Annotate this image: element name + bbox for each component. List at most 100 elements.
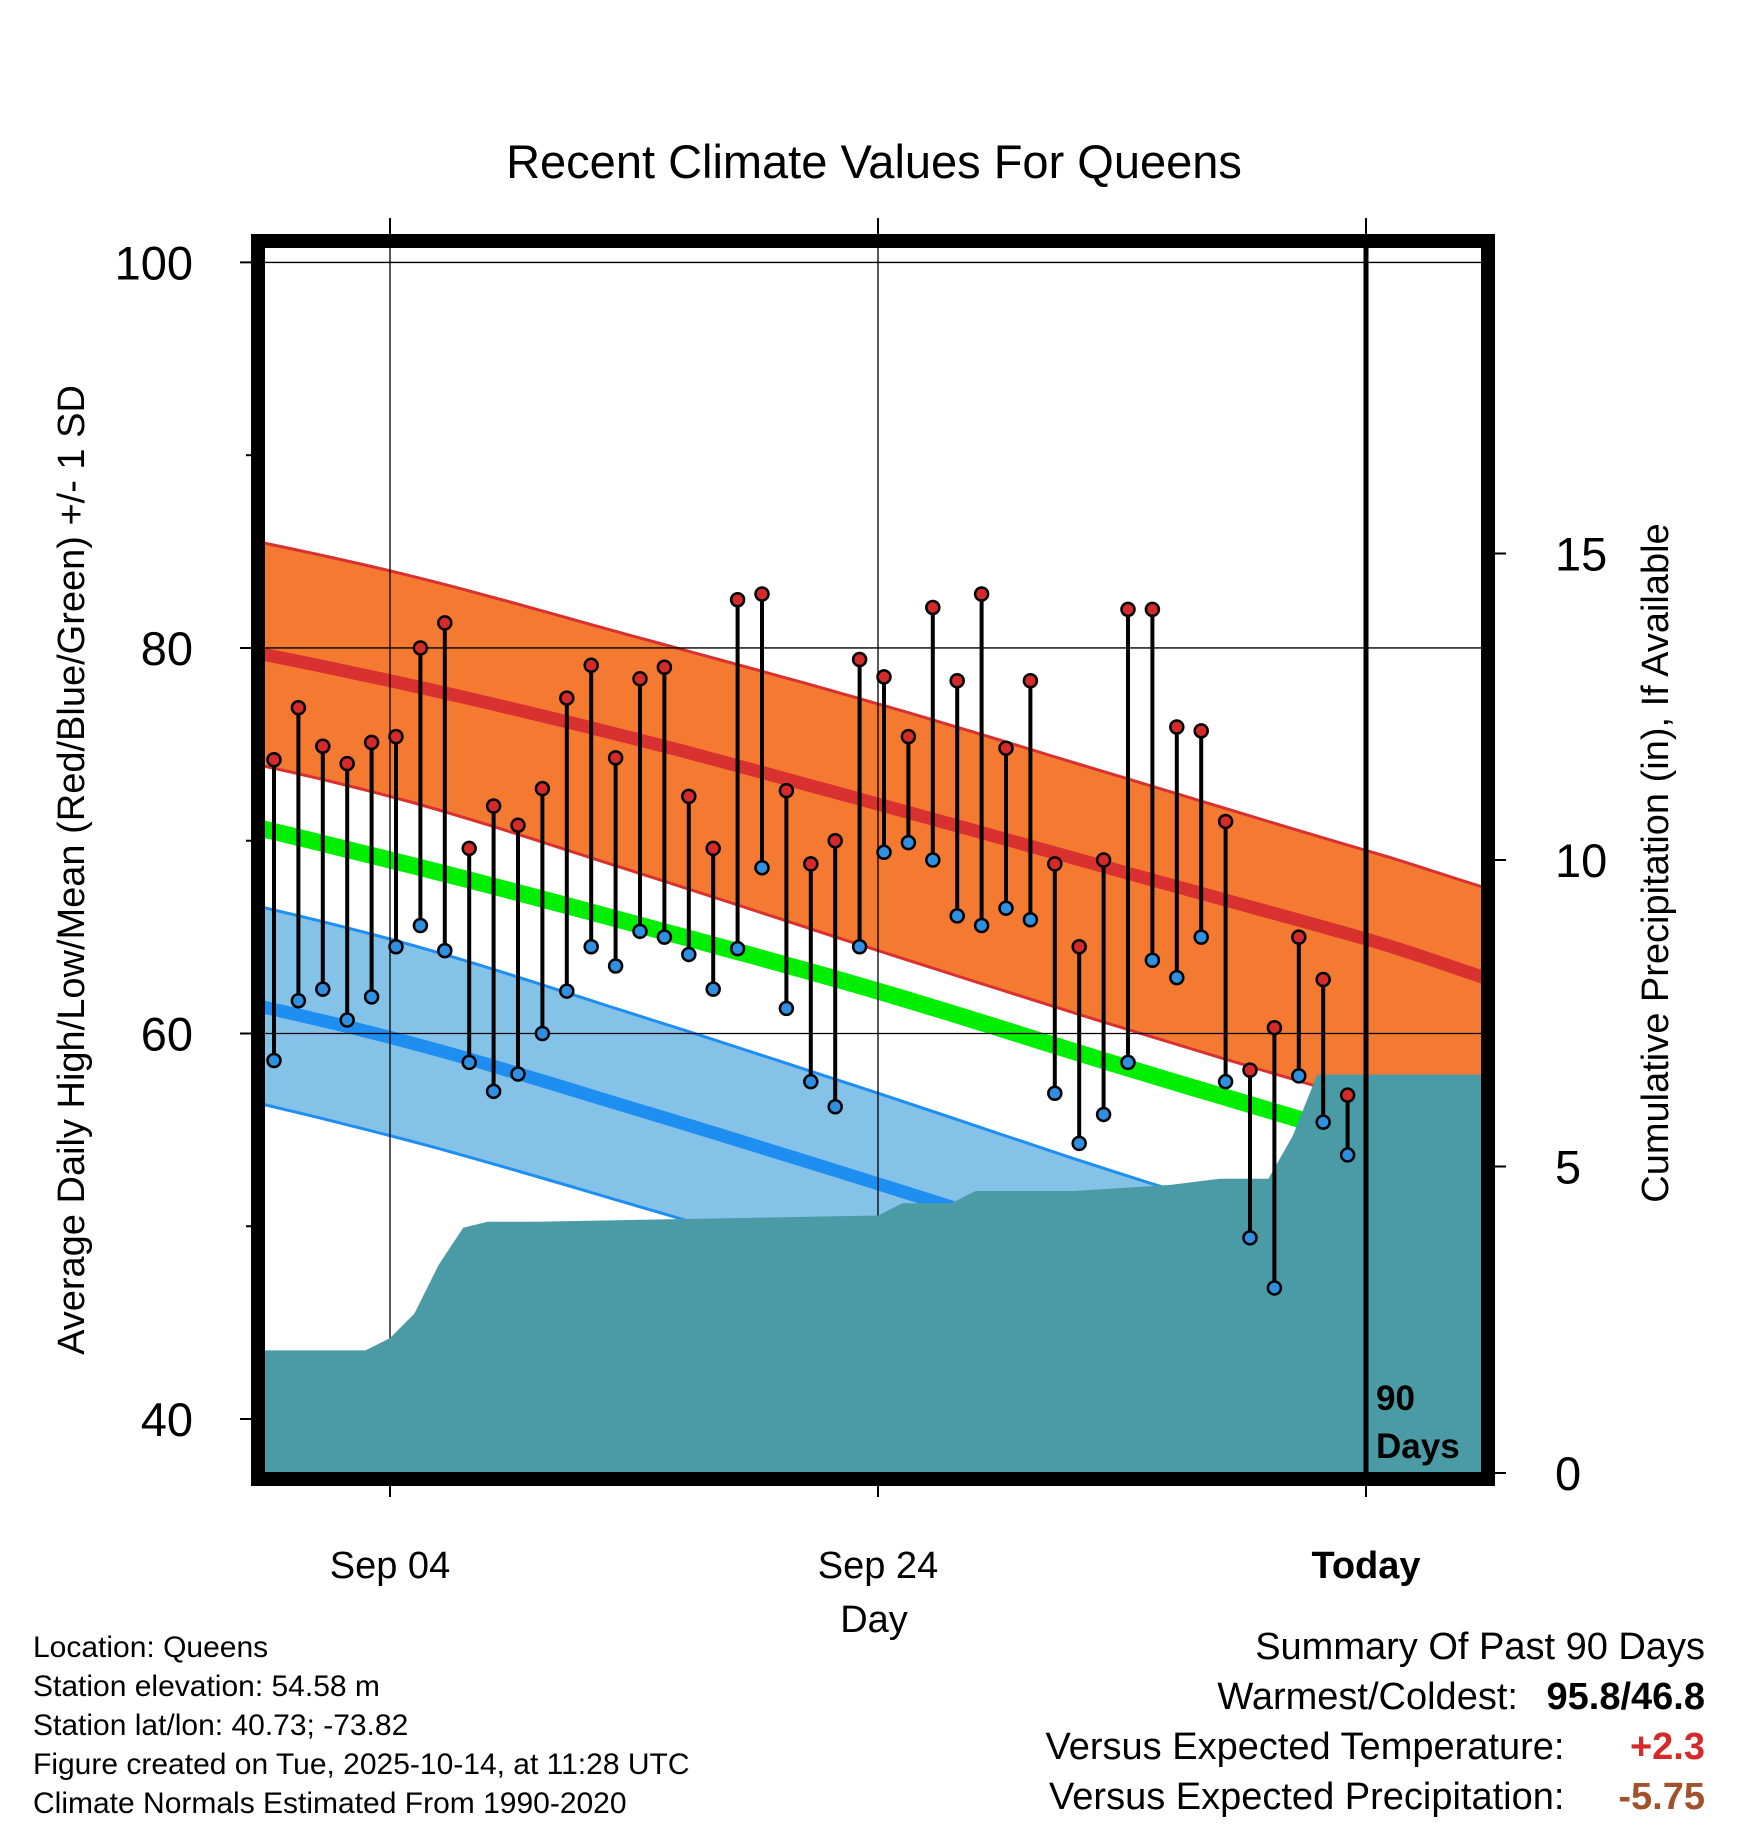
daily-low-point	[559, 983, 575, 999]
y-tick-label: 40	[141, 1393, 193, 1446]
daily-high-point	[973, 586, 990, 602]
daily-low-point	[194, 988, 207, 1001]
daily-low-point	[363, 989, 380, 1005]
daily-high-point	[583, 657, 599, 674]
daily-low-point	[1242, 1230, 1258, 1246]
daily-high-point	[1169, 719, 1185, 735]
daily-low-point	[339, 1012, 355, 1028]
daily-low-point	[219, 971, 232, 984]
station-info: Location: Queens Station elevation: 54.5…	[33, 1628, 853, 1823]
daily-high-point	[681, 788, 697, 805]
daily-low-point	[681, 946, 697, 963]
plot-frame: 90 Days	[251, 234, 1495, 1486]
latlon-text: Station lat/lon: 40.73; -73.82	[33, 1709, 409, 1742]
daily-high-point	[1071, 938, 1087, 955]
daily-high-point	[290, 699, 307, 716]
daily-low-point	[949, 908, 965, 924]
daily-low-point	[925, 852, 941, 868]
daily-high-point	[949, 672, 965, 689]
daily-low-point	[146, 834, 159, 847]
y2-tick-label: 5	[1555, 1141, 1581, 1194]
daily-high-point	[1217, 813, 1234, 830]
daily-low-point	[778, 1000, 795, 1017]
daily-low-point	[266, 1052, 282, 1069]
daily-high-point	[925, 599, 941, 616]
daily-low-point	[1095, 1106, 1112, 1123]
daily-low-point	[534, 1025, 551, 1042]
daily-high-point	[24, 857, 37, 870]
daily-high-point	[607, 750, 624, 766]
daily-high-point	[851, 651, 868, 668]
daily-low-point	[315, 981, 331, 997]
daily-low-point	[510, 1066, 526, 1082]
daily-high-point	[632, 671, 648, 687]
daily-high-point	[827, 832, 843, 849]
x-tick-label: Today	[1311, 1545, 1420, 1587]
chart-title: Recent Climate Values For Queens	[506, 135, 1242, 188]
daily-high-point	[705, 840, 721, 857]
daily-low-point	[1217, 1073, 1234, 1090]
daily-high-point	[194, 757, 207, 770]
daily-high-point	[412, 640, 429, 656]
daily-high-point	[778, 782, 795, 799]
daily-low-point	[632, 923, 648, 940]
daily-low-point	[437, 942, 453, 959]
daily-high-point	[266, 752, 282, 768]
location-text: Location: Queens	[33, 1631, 269, 1664]
daily-low-point	[1291, 1068, 1307, 1084]
daily-low-point	[170, 933, 183, 946]
x-tick-label: Sep 24	[818, 1545, 938, 1587]
created-text: Figure created on Tue, 2025-10-14, at 11…	[33, 1748, 690, 1781]
daily-high-point	[315, 738, 331, 755]
daily-high-point	[461, 840, 477, 857]
daily-low-point	[0, 958, 12, 971]
daily-low-point	[729, 940, 746, 957]
daily-low-point	[998, 900, 1014, 916]
precip-anomaly-label: Versus Expected Precipitation:	[1049, 1776, 1565, 1818]
summary-title: Summary Of Past 90 Days	[1255, 1626, 1705, 1668]
daily-low-point	[412, 917, 429, 934]
temp-anomaly-value: +2.3	[1629, 1726, 1705, 1768]
precipitation-fill	[264, 1074, 1482, 1473]
daily-high-point	[170, 676, 183, 689]
y2-tick-label: 15	[1555, 528, 1607, 581]
y-axis-label: Average Daily High/Low/Mean (Red/Blue/Gr…	[51, 385, 93, 1355]
daily-low-point	[1339, 1147, 1356, 1163]
daily-low-point	[851, 938, 868, 955]
y2-tick-label: 10	[1555, 834, 1607, 887]
daily-low-point	[607, 958, 624, 974]
daily-low-point	[1120, 1054, 1136, 1071]
daily-low-point	[705, 981, 721, 997]
daily-high-point	[121, 680, 134, 693]
daily-low-point	[24, 1042, 37, 1055]
x-axis-label: Day	[840, 1599, 908, 1641]
warmest-coldest-label: Warmest/Coldest:	[1217, 1676, 1518, 1718]
daily-high-point	[656, 659, 673, 675]
daily-low-point	[121, 873, 134, 886]
y2-tick-label: 0	[1555, 1447, 1581, 1500]
y-tick-label: 80	[141, 622, 193, 675]
daily-low-point	[754, 859, 770, 876]
daily-low-point	[485, 1083, 502, 1100]
daily-high-point	[1022, 672, 1039, 689]
daily-low-point	[1047, 1085, 1063, 1101]
normals-text: Climate Normals Estimated From 1990-2020	[33, 1787, 627, 1820]
today-days-label-1: 90	[1376, 1379, 1415, 1418]
daily-low-point	[1266, 1280, 1283, 1296]
daily-high-point	[1144, 601, 1161, 618]
daily-high-point	[1242, 1062, 1258, 1078]
daily-high-point	[1095, 852, 1112, 868]
daily-low-point	[1071, 1135, 1087, 1152]
daily-high-point	[146, 549, 159, 562]
daily-low-point	[973, 917, 990, 934]
y-tick-label: 60	[141, 1007, 193, 1060]
summary-temp-anomaly: Versus Expected Temperature: +2.3	[805, 1722, 1705, 1772]
daily-high-point	[388, 728, 404, 745]
daily-high-point	[1266, 1019, 1283, 1036]
daily-low-point	[876, 844, 892, 861]
daily-high-point	[485, 798, 502, 814]
daily-low-point	[827, 1098, 843, 1115]
daily-high-point	[900, 728, 917, 745]
